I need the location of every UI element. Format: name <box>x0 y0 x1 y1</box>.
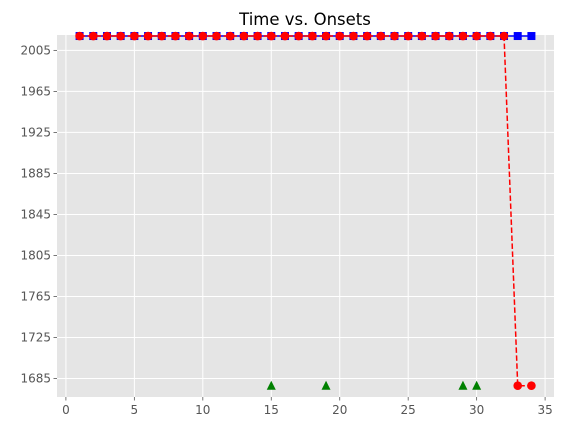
data-point-circle <box>225 31 235 41</box>
series-line-circle <box>79 35 532 387</box>
y-tick-label: 1845 <box>20 207 51 221</box>
data-point-circle <box>198 31 208 41</box>
series-triangle <box>266 380 482 390</box>
x-tick-label: 35 <box>537 403 552 417</box>
data-point-circle <box>130 31 139 41</box>
grid <box>57 35 554 397</box>
data-point-circle <box>486 31 495 41</box>
data-point-triangle <box>321 380 331 390</box>
data-point-circle <box>212 31 221 41</box>
data-point-circle <box>390 31 399 41</box>
data-point-circle <box>349 31 358 41</box>
x-tick-label: 10 <box>195 403 210 417</box>
data-point-circle <box>88 31 98 41</box>
data-point-triangle <box>266 380 276 390</box>
x-tick-label: 20 <box>332 403 347 417</box>
data-point-circle <box>266 31 276 41</box>
y-tick-label: 1885 <box>20 166 51 180</box>
y-tick-label: 1725 <box>20 331 51 345</box>
data-point-circle <box>280 31 290 41</box>
y-tick-label: 1805 <box>20 248 51 262</box>
data-point-circle <box>499 31 509 41</box>
data-point-circle <box>362 31 372 41</box>
y-tick-label: 1965 <box>20 84 51 98</box>
x-tick-label: 0 <box>62 403 70 417</box>
data-point-circle <box>458 31 468 41</box>
data-point-circle <box>513 381 523 391</box>
x-tick-label: 15 <box>264 403 279 417</box>
plot-background <box>57 35 554 397</box>
data-point-circle <box>143 31 153 41</box>
data-point-circle <box>417 31 427 41</box>
data-point-circle <box>294 31 303 41</box>
data-point-circle <box>116 31 125 41</box>
chart-title: Time vs. Onsets <box>238 10 371 29</box>
data-point-circle <box>239 31 249 41</box>
data-point-square <box>527 32 536 41</box>
x-tick-label: 25 <box>401 403 416 417</box>
data-point-circle <box>403 31 413 41</box>
data-point-circle <box>75 31 84 41</box>
x-tick-label: 5 <box>131 403 139 417</box>
data-point-circle <box>376 31 386 41</box>
y-tick-label: 1925 <box>20 125 51 139</box>
data-point-circle <box>335 31 345 41</box>
axes-layer: 0 5 10 15 20 25 30 35 1685 1725 1765 1805 1845 1885 19… <box>20 43 552 417</box>
series-layer <box>75 31 536 391</box>
y-tick-label: 1685 <box>20 372 51 386</box>
data-point-circle <box>253 31 262 41</box>
data-point-circle <box>321 31 331 41</box>
data-point-circle <box>184 31 194 41</box>
data-point-circle <box>171 31 180 41</box>
data-point-circle <box>157 31 167 41</box>
data-point-triangle <box>458 380 468 390</box>
data-point-circle <box>431 31 440 41</box>
data-point-circle <box>527 381 536 391</box>
data-point-square <box>513 32 522 41</box>
y-tick-label: 1765 <box>20 290 51 304</box>
data-point-triangle <box>472 380 482 390</box>
x-tick-label: 30 <box>469 403 484 417</box>
data-point-circle <box>444 31 454 41</box>
series-circle <box>75 31 536 391</box>
data-point-circle <box>102 31 112 41</box>
data-point-circle <box>308 31 317 41</box>
data-point-circle <box>472 31 481 41</box>
y-tick-label: 2005 <box>20 43 51 57</box>
